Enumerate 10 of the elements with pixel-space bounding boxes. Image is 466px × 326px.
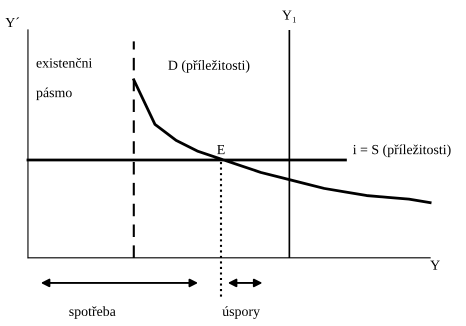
text: D (příležitosti) bbox=[168, 60, 250, 73]
text: úspory bbox=[222, 306, 260, 319]
annotation: existenčni bbox=[36, 58, 92, 68]
annotation: pásmo bbox=[36, 87, 72, 100]
text: Y₁ bbox=[282, 10, 296, 22]
text: spotřeba bbox=[69, 306, 116, 319]
series-label: i = S (příležitosti) bbox=[353, 144, 451, 158]
annotation: E bbox=[217, 145, 225, 154]
y-axis-title: Y´ bbox=[5, 17, 20, 28]
x-axis-title: Y bbox=[430, 260, 440, 270]
